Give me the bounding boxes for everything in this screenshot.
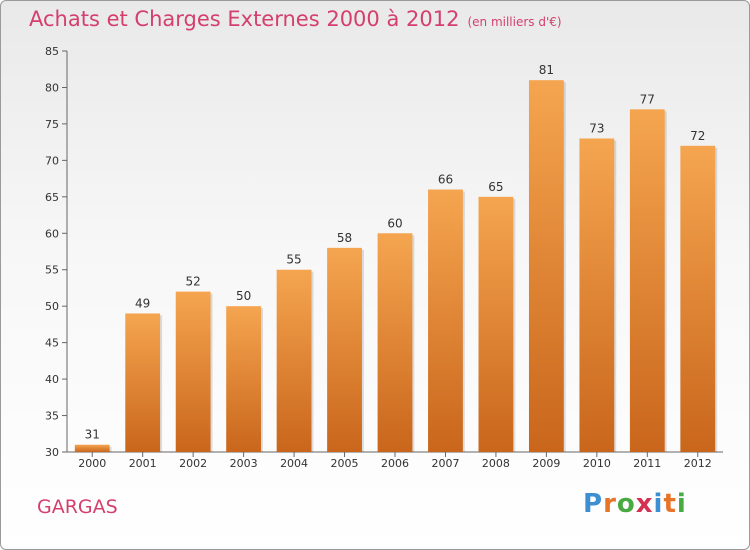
x-tick-label: 2010 [583,457,611,470]
bar-2005 [327,247,362,452]
bar-2009 [528,80,564,452]
bar-2007 [428,189,463,452]
y-tick-label: 50 [45,300,59,313]
x-tick-label: 2011 [633,457,661,470]
data-label-2010: 73 [589,121,604,135]
logo-letter: x [635,489,654,519]
x-tick-label: 2009 [532,457,560,470]
y-tick-label: 75 [45,118,59,131]
chart-title-text: Achats et Charges Externes 2000 à 2012 [29,7,460,31]
bar-2011 [629,109,665,452]
logo-letter: o [616,489,636,519]
y-tick-label: 45 [45,337,59,350]
chart-subtitle: (en milliers d'€) [467,15,562,29]
logo-letter: t [663,489,677,519]
bar-2008 [478,196,514,452]
logo-letter: i [653,489,664,519]
chart-title: Achats et Charges Externes 2000 à 2012 (e… [29,7,562,31]
logo-letter: i [676,489,687,519]
bar-2004 [276,269,312,452]
bar-2006 [377,233,413,452]
x-tick-label: 2001 [129,457,157,470]
x-tick-label: 2000 [78,457,106,470]
y-tick-label: 55 [45,264,59,277]
y-tick-label: 30 [45,446,59,459]
bar-2010 [579,138,615,452]
data-label-2008: 65 [488,180,503,194]
y-tick-label: 40 [45,373,59,386]
y-tick-label: 35 [45,410,59,423]
proxiti-logo: Proxiti [583,489,687,519]
location-name: GARGAS [37,496,118,518]
data-label-2007: 66 [438,173,453,187]
x-tick-label: 2006 [381,457,409,470]
data-label-2009: 81 [539,63,554,77]
y-tick-label: 70 [45,154,59,167]
data-label-2006: 60 [387,216,402,230]
y-tick-label: 80 [45,81,59,94]
logo-letter: P [583,489,604,519]
x-tick-label: 2008 [482,457,510,470]
x-tick-label: 2004 [280,457,308,470]
data-label-2011: 77 [640,92,655,106]
x-tick-label: 2007 [431,457,459,470]
y-tick-label: 85 [45,45,59,58]
data-label-2002: 52 [186,275,201,289]
x-tick-label: 2002 [179,457,207,470]
y-tick-label: 60 [45,227,59,240]
x-tick-label: 2012 [684,457,712,470]
data-label-2005: 58 [337,231,352,245]
bar-2012 [680,145,716,453]
bar-2002 [175,291,211,452]
data-label-2003: 50 [236,289,251,303]
data-label-2001: 49 [135,296,150,310]
bar-2001 [125,313,161,452]
data-label-2004: 55 [286,253,301,267]
x-tick-label: 2003 [230,457,258,470]
bar-2003 [226,306,262,452]
bar-2000 [74,444,110,452]
data-label-2000: 31 [85,428,100,442]
logo-letter: r [603,489,617,519]
data-label-2012: 72 [690,129,705,143]
x-tick-label: 2005 [331,457,359,470]
y-tick-label: 65 [45,191,59,204]
